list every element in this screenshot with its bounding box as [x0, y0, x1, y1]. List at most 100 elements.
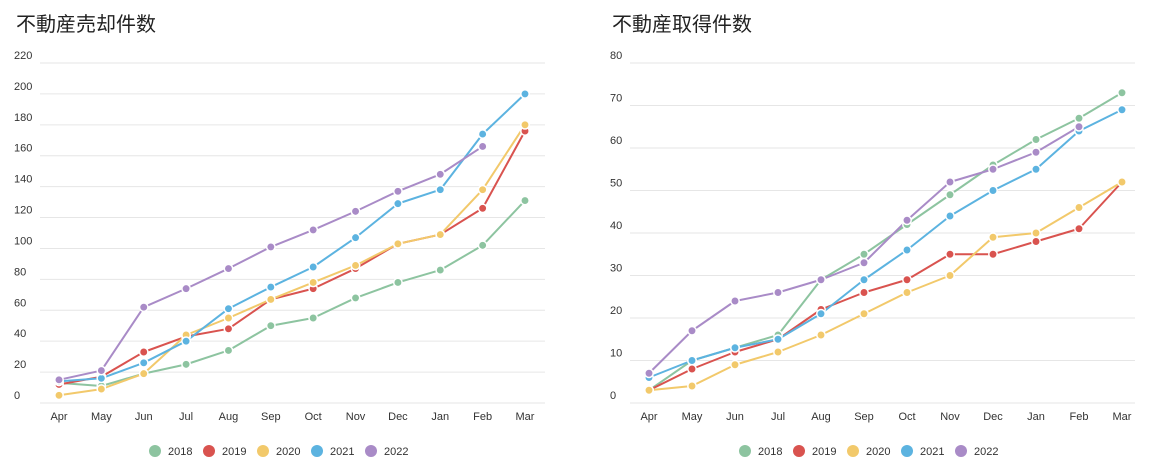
data-point-2020[interactable]: [1117, 177, 1127, 187]
data-point-2020[interactable]: [54, 390, 64, 401]
data-point-2022[interactable]: [945, 177, 955, 187]
data-point-2020[interactable]: [392, 238, 403, 249]
legend-label-2019[interactable]: 2019: [812, 446, 836, 458]
data-point-2021[interactable]: [308, 262, 319, 272]
legend-label-2020[interactable]: 2020: [866, 446, 890, 458]
data-point-2018[interactable]: [1074, 113, 1084, 124]
data-point-2021[interactable]: [1117, 104, 1127, 115]
data-point-2022[interactable]: [96, 365, 107, 376]
data-point-2020[interactable]: [945, 270, 955, 281]
data-point-2021[interactable]: [1031, 164, 1041, 175]
data-point-2022[interactable]: [265, 241, 276, 252]
data-point-2021[interactable]: [138, 357, 149, 368]
data-point-2020[interactable]: [350, 260, 361, 271]
legend-label-2018[interactable]: 2018: [758, 446, 782, 458]
data-point-2019[interactable]: [859, 287, 869, 298]
data-point-2021[interactable]: [477, 129, 488, 140]
data-point-2019[interactable]: [138, 347, 149, 357]
data-point-2018[interactable]: [945, 189, 955, 200]
data-point-2020[interactable]: [1031, 228, 1041, 238]
data-point-2020[interactable]: [730, 359, 740, 370]
data-point-2020[interactable]: [988, 232, 998, 243]
data-point-2019[interactable]: [223, 323, 234, 334]
data-point-2020[interactable]: [644, 385, 654, 396]
data-point-2022[interactable]: [644, 368, 654, 379]
data-point-2019[interactable]: [1031, 236, 1041, 247]
data-point-2021[interactable]: [730, 342, 740, 353]
data-point-2019[interactable]: [902, 274, 912, 285]
data-point-2022[interactable]: [988, 164, 998, 175]
data-point-2021[interactable]: [223, 303, 234, 314]
data-point-2021[interactable]: [945, 211, 955, 221]
data-point-2018[interactable]: [392, 277, 403, 288]
data-point-2020[interactable]: [477, 184, 488, 195]
data-point-2018[interactable]: [520, 195, 530, 206]
data-point-2021[interactable]: [773, 334, 783, 345]
data-point-2018[interactable]: [1031, 134, 1041, 145]
data-point-2021[interactable]: [520, 88, 530, 99]
data-point-2018[interactable]: [477, 240, 488, 251]
data-point-2021[interactable]: [859, 274, 869, 285]
data-point-2021[interactable]: [902, 245, 912, 255]
data-point-2022[interactable]: [859, 257, 869, 268]
data-point-2019[interactable]: [945, 249, 955, 260]
data-point-2020[interactable]: [859, 308, 869, 319]
legend-label-2020[interactable]: 2020: [276, 446, 300, 458]
data-point-2020[interactable]: [96, 384, 107, 395]
data-point-2019[interactable]: [1074, 223, 1084, 234]
data-point-2018[interactable]: [308, 313, 319, 323]
data-point-2021[interactable]: [435, 184, 446, 195]
data-point-2019[interactable]: [687, 364, 697, 374]
data-point-2021[interactable]: [392, 198, 403, 209]
data-point-2018[interactable]: [265, 320, 276, 331]
data-point-2020[interactable]: [308, 277, 319, 288]
data-point-2021[interactable]: [350, 232, 361, 243]
data-point-2022[interactable]: [902, 215, 912, 226]
data-point-2021[interactable]: [988, 185, 998, 196]
data-point-2020[interactable]: [816, 330, 826, 340]
data-point-2018[interactable]: [181, 359, 192, 370]
data-point-2022[interactable]: [350, 206, 361, 217]
data-point-2020[interactable]: [1074, 202, 1084, 213]
legend-label-2018[interactable]: 2018: [168, 446, 192, 458]
data-point-2018[interactable]: [350, 292, 361, 303]
data-point-2022[interactable]: [1031, 147, 1041, 158]
data-point-2022[interactable]: [1074, 121, 1084, 132]
data-point-2022[interactable]: [392, 186, 403, 197]
legend-label-2019[interactable]: 2019: [222, 446, 246, 458]
data-point-2020[interactable]: [223, 313, 234, 323]
data-point-2022[interactable]: [223, 263, 234, 274]
data-point-2022[interactable]: [54, 374, 64, 385]
data-point-2020[interactable]: [138, 368, 149, 379]
data-point-2018[interactable]: [859, 249, 869, 260]
data-point-2022[interactable]: [181, 283, 192, 294]
data-point-2019[interactable]: [988, 249, 998, 260]
data-point-2019[interactable]: [477, 203, 488, 214]
legend-label-2021[interactable]: 2021: [920, 446, 944, 458]
data-point-2021[interactable]: [687, 355, 697, 366]
data-point-2022[interactable]: [687, 325, 697, 336]
data-point-2022[interactable]: [138, 302, 149, 313]
legend-label-2022[interactable]: 2022: [384, 446, 408, 458]
data-point-2022[interactable]: [773, 287, 783, 298]
data-point-2020[interactable]: [773, 347, 783, 357]
legend-label-2021[interactable]: 2021: [330, 446, 354, 458]
data-point-2022[interactable]: [435, 169, 446, 180]
data-point-2020[interactable]: [265, 294, 276, 305]
data-point-2018[interactable]: [1117, 87, 1127, 98]
series-line-2020: [58, 124, 526, 397]
data-point-2022[interactable]: [816, 274, 826, 285]
data-point-2021[interactable]: [265, 282, 276, 293]
data-point-2018[interactable]: [223, 345, 234, 356]
data-point-2020[interactable]: [687, 381, 697, 391]
data-point-2018[interactable]: [435, 265, 446, 276]
data-point-2020[interactable]: [520, 119, 530, 130]
legend-label-2022[interactable]: 2022: [974, 446, 998, 458]
data-point-2020[interactable]: [435, 229, 446, 240]
data-point-2021[interactable]: [816, 308, 826, 319]
data-point-2021[interactable]: [181, 336, 192, 347]
data-point-2022[interactable]: [477, 141, 488, 152]
data-point-2022[interactable]: [308, 224, 319, 235]
data-point-2022[interactable]: [730, 296, 740, 306]
data-point-2020[interactable]: [902, 287, 912, 298]
